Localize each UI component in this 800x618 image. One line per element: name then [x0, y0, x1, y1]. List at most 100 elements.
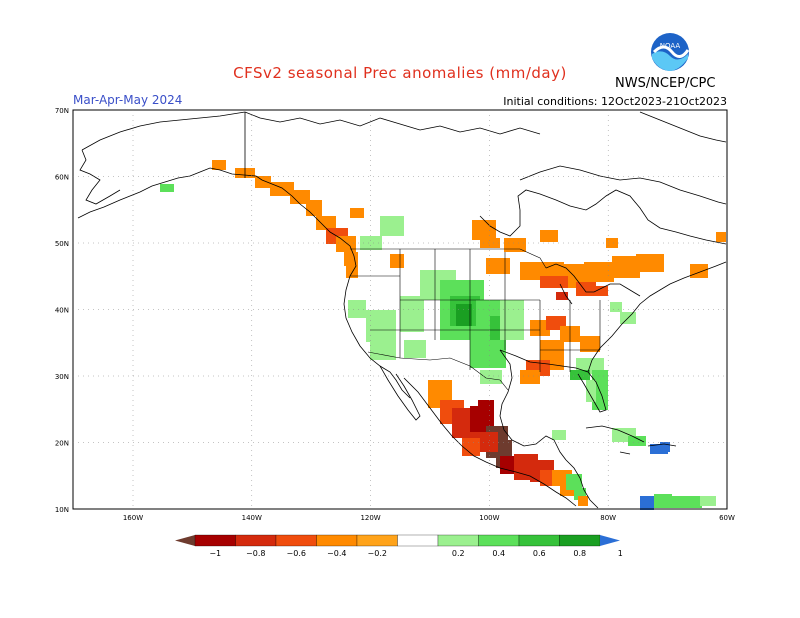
anomaly-cell [540, 262, 564, 280]
anomaly-cell [540, 230, 558, 242]
anomaly-cell [478, 400, 494, 432]
colorbar-segment [194, 534, 236, 547]
anomaly-cell [520, 262, 542, 280]
anomaly-cell [480, 238, 500, 248]
colorbar-segment [437, 534, 479, 547]
borders [350, 248, 601, 391]
anomaly-cell [212, 160, 226, 170]
anomaly-cell [690, 264, 708, 278]
lat-tick-label: 30N [55, 373, 69, 381]
anomaly-cell [556, 292, 568, 300]
chart-title: CFSv2 seasonal Prec anomalies (mm/day) [233, 64, 567, 82]
anomaly-cell [540, 276, 568, 288]
anomaly-cell [584, 262, 614, 282]
colorbar-label: −1 [209, 549, 221, 558]
anomaly-cell [586, 380, 596, 402]
anomaly-cell [580, 336, 600, 352]
colorbar-segment [275, 534, 317, 547]
anomaly-cell [578, 496, 588, 506]
anomaly-cells [160, 160, 726, 510]
anomaly-cell [390, 254, 404, 268]
lat-tick-label: 60N [55, 174, 69, 182]
lon-tick-label: 140W [242, 514, 262, 522]
lon-tick-label: 120W [360, 514, 380, 522]
anomaly-cell [404, 340, 426, 358]
anomaly-cell [700, 496, 716, 506]
anomaly-cell [612, 256, 640, 278]
anomaly-cell [470, 340, 506, 368]
anomaly-cell [500, 300, 524, 340]
colorbar-label: 1 [618, 549, 623, 558]
anomaly-cell [640, 496, 654, 510]
anomaly-cell [336, 236, 356, 252]
colorbar-segment [478, 534, 520, 547]
lon-tick-label: 100W [479, 514, 499, 522]
anomaly-cell [462, 438, 480, 456]
anomaly-cell [486, 258, 510, 274]
lat-tick-label: 20N [55, 440, 69, 448]
anomaly-cell [576, 282, 596, 296]
anomaly-cell [504, 238, 526, 252]
anomaly-cell [316, 216, 336, 230]
anomaly-cell [520, 370, 540, 384]
lat-tick-label: 70N [55, 107, 69, 115]
initial-conditions: Initial conditions: 12Oct2023-21Oct2023 [503, 95, 727, 108]
anomaly-cell [610, 302, 622, 312]
anomaly-cell [654, 494, 672, 508]
lat-tick-label: 40N [55, 307, 69, 315]
anomaly-cell [716, 232, 726, 242]
anomaly-cell [606, 238, 618, 248]
anomaly-cell [596, 286, 608, 296]
anomaly-cell [350, 208, 364, 218]
forecast-period: Mar-Apr-May 2024 [73, 93, 183, 107]
colorbar-label: 0.4 [492, 549, 505, 558]
noaa-logo-icon: NOAA [651, 33, 690, 71]
anomaly-cell [552, 430, 566, 440]
colorbar-label: −0.6 [287, 549, 306, 558]
anomaly-cell [570, 370, 590, 380]
anomaly-cell [628, 436, 646, 446]
colorbar-label: −0.2 [368, 549, 387, 558]
anomaly-cell [400, 296, 424, 332]
colorbar-label: 0.2 [452, 549, 465, 558]
anomaly-cell [672, 496, 702, 508]
anomaly-cell [380, 216, 404, 236]
anomaly-cell [255, 176, 271, 188]
agency-label: NWS/NCEP/CPC [615, 76, 716, 91]
lat-tick-label: 50N [55, 240, 69, 248]
colorbar-left-arrow [175, 535, 195, 546]
anomaly-cell [480, 370, 502, 384]
anomaly-cell [348, 300, 366, 318]
anomaly-cell [360, 236, 382, 250]
anomaly-cell [306, 200, 322, 216]
colorbar-label: 0.6 [533, 549, 546, 558]
anomaly-cell [290, 190, 310, 204]
colorbar-label: −0.4 [327, 549, 346, 558]
latitude-ticks: 70N 60N 50N 40N 30N 20N 10N [55, 107, 69, 514]
anomaly-cell [344, 252, 358, 266]
anomaly-cell [566, 474, 582, 490]
anomaly-cell [636, 254, 664, 272]
anomaly-cell [472, 220, 496, 240]
colorbar-label: −0.8 [246, 549, 265, 558]
anomaly-cell [456, 304, 472, 326]
lon-tick-label: 60W [719, 514, 735, 522]
longitude-ticks: 160W 140W 120W 100W 80W 60W [123, 514, 735, 522]
svg-text:NOAA: NOAA [660, 42, 681, 50]
coastlines [77, 111, 727, 509]
colorbar-label: 0.8 [573, 549, 586, 558]
anomaly-cell [650, 444, 668, 454]
anomaly-cell [370, 340, 396, 360]
anomaly-cell [366, 310, 396, 342]
colorbar-segment [518, 534, 560, 547]
graticule [73, 110, 727, 509]
colorbar-segment [559, 534, 601, 547]
anomaly-cell [660, 442, 670, 452]
colorbar-segment [316, 534, 358, 547]
lat-tick-label: 10N [55, 506, 69, 514]
colorbar-segment [235, 534, 277, 547]
colorbar-segment [397, 534, 439, 547]
colorbar-segment [356, 534, 398, 547]
lon-tick-label: 80W [600, 514, 616, 522]
